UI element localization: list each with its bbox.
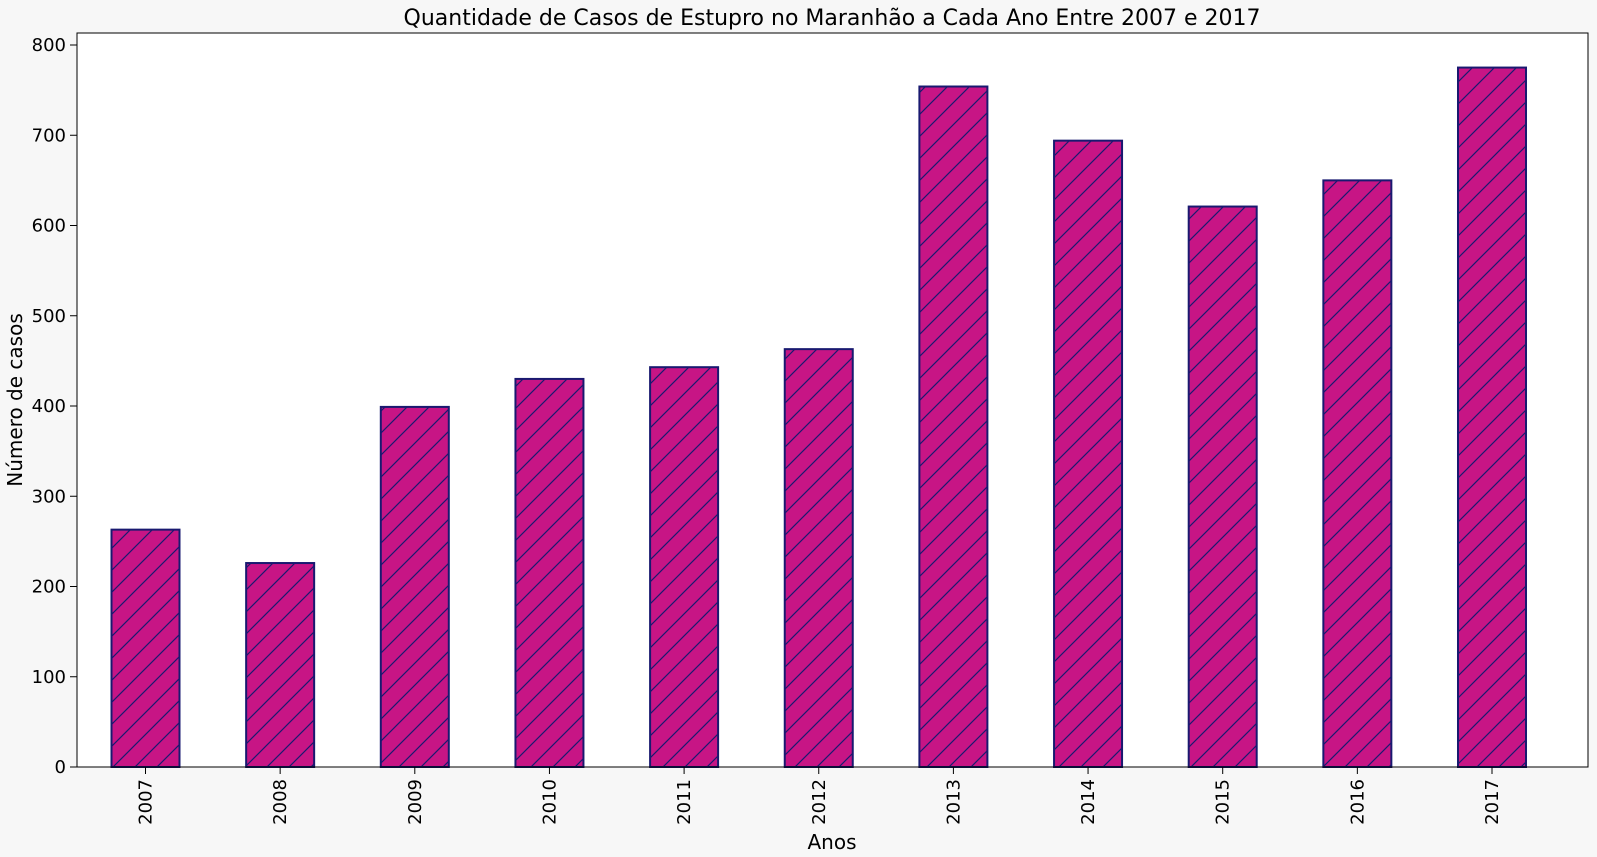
x-tick-label: 2012	[809, 779, 830, 825]
bar-hatch	[1187, 205, 1258, 769]
bar-hatch	[245, 562, 316, 768]
bar-hatch	[1457, 66, 1527, 768]
y-tick-label: 800	[32, 35, 66, 56]
bar-hatch	[379, 405, 450, 768]
plot-frame	[76, 32, 1589, 768]
y-tick-label: 100	[32, 667, 66, 688]
bar-hatch	[783, 348, 854, 768]
bar-hatch	[1322, 179, 1393, 768]
y-tick-label: 400	[32, 396, 66, 417]
x-axis: 2007 2008 2009 2010 2011 2012 2013 2014 2015 2016…	[136, 767, 1503, 825]
bar-hatch	[514, 377, 585, 768]
chart-title: Quantidade de Casos de Estupro no Maranh…	[404, 6, 1261, 31]
bar-hatch	[649, 366, 720, 768]
y-axis: 0 100 200 300 400 500 600 700 800	[32, 35, 77, 778]
y-tick-label: 700	[32, 125, 66, 146]
y-tick-label: 600	[32, 216, 66, 237]
y-tick-label: 500	[32, 306, 66, 327]
x-tick-label: 2010	[539, 779, 560, 825]
bars	[110, 66, 1527, 769]
y-tick-label: 300	[32, 486, 66, 507]
x-tick-label: 2009	[405, 779, 426, 825]
x-tick-label: 2008	[270, 779, 291, 825]
bar-hatch	[918, 85, 989, 768]
bar-hatch	[1053, 139, 1124, 769]
x-tick-label: 2011	[674, 779, 695, 825]
y-axis-label: Número de casos	[3, 313, 27, 487]
x-tick-label: 2013	[943, 779, 964, 825]
x-tick-label: 2007	[136, 779, 157, 825]
y-tick-label: 200	[32, 577, 66, 598]
x-axis-label: Anos	[807, 830, 856, 854]
x-tick-label: 2014	[1078, 779, 1099, 825]
x-tick-label: 2015	[1213, 779, 1234, 825]
x-tick-label: 2017	[1482, 779, 1503, 825]
y-tick-label: 0	[55, 757, 66, 778]
bar-hatch	[110, 528, 181, 769]
x-tick-label: 2016	[1347, 779, 1368, 825]
